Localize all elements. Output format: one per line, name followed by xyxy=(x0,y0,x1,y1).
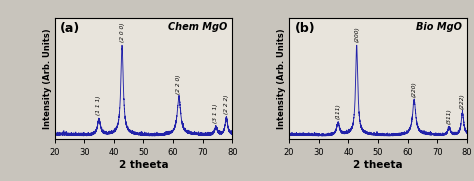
X-axis label: 2 theeta: 2 theeta xyxy=(118,160,168,170)
Text: (222): (222) xyxy=(460,93,465,109)
Text: (200): (200) xyxy=(354,26,359,42)
Text: (311): (311) xyxy=(447,108,452,124)
Text: (220): (220) xyxy=(411,81,417,97)
Text: (b): (b) xyxy=(294,22,315,35)
Text: (2 2 2): (2 2 2) xyxy=(224,95,229,114)
Text: (2 2 0): (2 2 0) xyxy=(176,75,182,94)
Text: (2 0 0): (2 0 0) xyxy=(119,23,125,42)
Text: Chem MgO: Chem MgO xyxy=(168,22,227,32)
Text: (a): (a) xyxy=(60,22,80,35)
X-axis label: 2 theeta: 2 theeta xyxy=(353,160,403,170)
Text: (3 1 1): (3 1 1) xyxy=(213,104,219,123)
Text: (111): (111) xyxy=(336,103,340,119)
Text: (1 1 1): (1 1 1) xyxy=(96,95,101,115)
Text: Bio MgO: Bio MgO xyxy=(416,22,462,32)
Y-axis label: Intensity (Arb. Units): Intensity (Arb. Units) xyxy=(277,28,286,129)
Y-axis label: Intensity (Arb. Units): Intensity (Arb. Units) xyxy=(43,28,52,129)
